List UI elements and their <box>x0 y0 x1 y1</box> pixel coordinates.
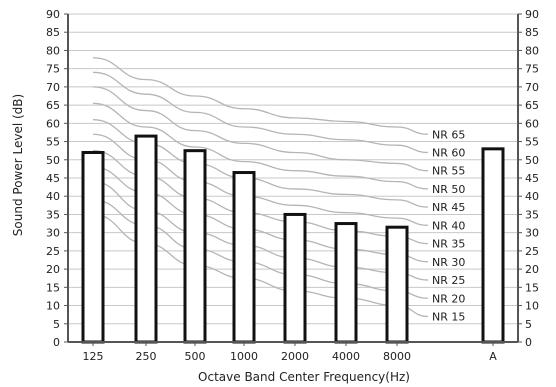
bar <box>134 134 158 344</box>
nr-curve-label: NR 65 <box>432 128 465 141</box>
y-tick-label-right: 25 <box>525 245 539 258</box>
nr-curve-label: NR 25 <box>432 274 465 287</box>
y-tick-label: 45 <box>46 172 60 185</box>
nr-curve <box>92 71 429 154</box>
y-tick-label-right: 60 <box>525 117 539 130</box>
nr-curve-label: NR 60 <box>432 146 465 159</box>
y-tick-label-right: 90 <box>525 8 539 21</box>
y-tick-label: 55 <box>46 136 60 149</box>
nr-curve <box>92 57 429 135</box>
nr-curve-label: NR 40 <box>432 219 465 232</box>
bar-a-weighted <box>481 147 505 344</box>
y-tick-label-right: 40 <box>525 190 539 203</box>
y-tick-label: 90 <box>46 8 60 21</box>
nr-curve-label: NR 35 <box>432 238 465 251</box>
y-tick-label: 65 <box>46 99 60 112</box>
nr-curve-labels: NR 15 NR 20 NR 25 NR 30 NR 35 NR 40 NR 45 NR 50… <box>432 128 465 323</box>
x-tick-label: 2000 <box>281 350 309 363</box>
y-axis-label: Sound Power Level (dB) <box>11 94 25 236</box>
x-tick-label: 8000 <box>383 350 411 363</box>
y-tick-label: 0 <box>53 336 60 349</box>
y-tick-label-right: 80 <box>525 44 539 57</box>
x-tick-label: 4000 <box>332 350 360 363</box>
bar <box>232 171 256 344</box>
y-tick-label-right: 50 <box>525 154 539 167</box>
bar <box>183 149 207 344</box>
nr-curve-label: NR 55 <box>432 165 465 178</box>
y-tick-label: 10 <box>46 300 60 313</box>
y-tick-label-right: 65 <box>525 99 539 112</box>
y-tick-label-right: 70 <box>525 81 539 94</box>
y-tick-label-right: 75 <box>525 63 539 76</box>
x-tick-label: 250 <box>136 350 157 363</box>
y-tick-label-right: 55 <box>525 136 539 149</box>
bar <box>385 225 409 344</box>
y-tick-label: 30 <box>46 227 60 240</box>
nr-curve-label: NR 20 <box>432 292 465 305</box>
nr-curve <box>92 102 429 190</box>
nr-curve-label: NR 30 <box>432 256 465 269</box>
y-tick-label-right: 5 <box>525 318 532 331</box>
x-tick-label: 1000 <box>230 350 258 363</box>
y-tick-label: 85 <box>46 26 60 39</box>
y-tick-label: 80 <box>46 44 60 57</box>
y-tick-label-right: 45 <box>525 172 539 185</box>
y-tick-label: 50 <box>46 154 60 167</box>
y-tick-label-right: 30 <box>525 227 539 240</box>
x-tick-label: A <box>489 350 497 363</box>
y-tick-label: 70 <box>46 81 60 94</box>
y-tick-label: 5 <box>53 318 60 331</box>
y-tick-label-right: 85 <box>525 26 539 39</box>
y-tick-label-right: 15 <box>525 281 539 294</box>
y-tick-label: 60 <box>46 117 60 130</box>
nr-curve-label: NR 15 <box>432 310 465 323</box>
nr-curve <box>92 86 429 172</box>
y-tick-label-right: 0 <box>525 336 532 349</box>
nr-curve-label: NR 50 <box>432 183 465 196</box>
y-tick-label: 35 <box>46 208 60 221</box>
nr-curve-label: NR 45 <box>432 201 465 214</box>
bar <box>334 222 358 344</box>
axes <box>64 13 522 346</box>
bar <box>81 150 105 344</box>
y-tick-label-right: 10 <box>525 300 539 313</box>
y-tick-label: 40 <box>46 190 60 203</box>
y-tick-label-right: 35 <box>525 208 539 221</box>
y-tick-label: 25 <box>46 245 60 258</box>
y-tick-label: 75 <box>46 63 60 76</box>
y-tick-label-right: 20 <box>525 263 539 276</box>
x-tick-label: 125 <box>83 350 104 363</box>
bar <box>283 212 307 344</box>
y-tick-label: 20 <box>46 263 60 276</box>
y-tick-label: 15 <box>46 281 60 294</box>
x-tick-label: 500 <box>185 350 206 363</box>
x-axis-label: Octave Band Center Frequency(Hz) <box>198 370 410 384</box>
